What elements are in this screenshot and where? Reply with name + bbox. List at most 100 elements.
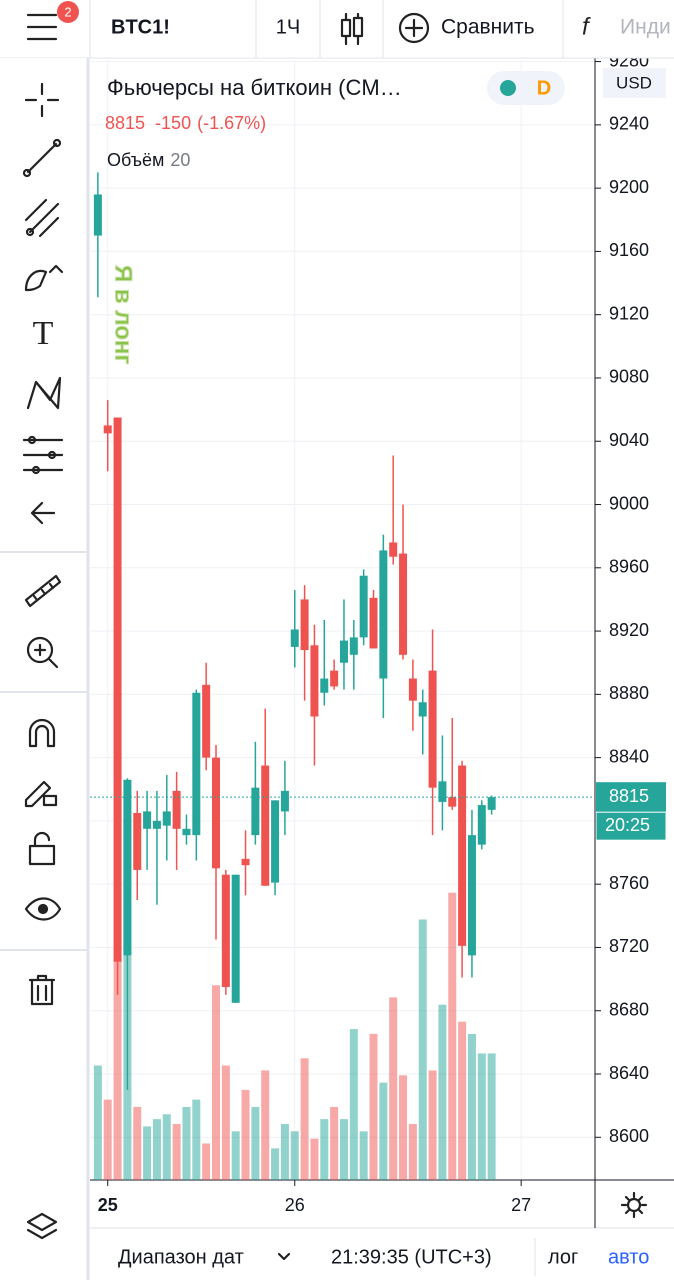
candle-body: [428, 670, 437, 788]
layers-button[interactable]: [26, 1212, 58, 1240]
menu-button[interactable]: [26, 13, 58, 41]
countdown: 20:25: [605, 815, 650, 835]
y-tick-label: 8640: [609, 1063, 649, 1083]
countdown-box: [595, 811, 667, 841]
indicators-icon[interactable]: f: [582, 13, 591, 40]
volume-bar: [202, 1143, 211, 1180]
compare[interactable]: Сравнить: [441, 16, 535, 39]
last-price-box: [596, 782, 666, 813]
candle-body: [467, 835, 476, 956]
price-change: 8815 -150 (-1.67%): [105, 113, 266, 133]
candle-body: [280, 790, 289, 812]
brush-tool[interactable]: [24, 264, 64, 292]
candle-body: [320, 678, 329, 693]
y-tick-label: 8880: [609, 683, 649, 703]
currency: USD: [616, 73, 652, 92]
y-tick-label: 9160: [609, 240, 649, 260]
y-tick-label: 8960: [609, 557, 649, 577]
volume-bar: [251, 1106, 260, 1180]
volume-bar: [192, 1099, 201, 1180]
indicators[interactable]: Инди: [620, 16, 671, 39]
candle-body: [123, 779, 132, 956]
candle-body: [418, 702, 427, 717]
text-tool[interactable]: T: [33, 315, 54, 352]
top-bar: [0, 0, 674, 58]
candle-body: [212, 757, 221, 869]
candle-body: [477, 805, 486, 845]
crosshair-tool[interactable]: [24, 82, 60, 118]
volume-bar: [467, 1033, 476, 1180]
candle-body: [162, 811, 171, 826]
volume-bar: [339, 1119, 348, 1180]
volume-bar: [103, 1099, 112, 1180]
candle-body: [290, 629, 299, 647]
date-range[interactable]: Диапазон дат: [118, 1246, 244, 1268]
y-tick-label: 9240: [609, 114, 649, 134]
candle-body: [379, 550, 388, 679]
clock: 21:39:35 (UTC+3): [331, 1246, 492, 1268]
candle-body: [310, 645, 319, 717]
candle-body: [202, 684, 211, 758]
volume-bar: [458, 1021, 467, 1180]
magnet-tool[interactable]: [28, 718, 56, 748]
candle-body: [172, 790, 181, 829]
compare-icon[interactable]: [398, 12, 430, 44]
back-arrow[interactable]: [30, 501, 56, 525]
status-pill: [487, 71, 565, 105]
symbol[interactable]: BTC1!: [111, 16, 170, 38]
log-toggle[interactable]: лог: [548, 1246, 578, 1268]
candle-body: [389, 542, 398, 557]
volume-bar: [418, 919, 427, 1180]
lock-tool[interactable]: [28, 831, 56, 866]
volume-bar: [310, 1138, 319, 1180]
drawing-toolbar: [0, 58, 88, 1280]
volume-bar: [241, 1089, 250, 1180]
x-tick-label: 26: [285, 1195, 305, 1215]
visibility-tool[interactable]: [24, 897, 62, 921]
trendline-tool[interactable]: [22, 138, 62, 178]
volume-bar: [182, 1106, 191, 1180]
pattern-tool[interactable]: [26, 376, 62, 410]
zoom-tool[interactable]: [26, 636, 59, 669]
candle-body: [339, 640, 348, 663]
candle-body: [448, 797, 457, 807]
volume-bar: [330, 1106, 339, 1180]
volume-bar: [399, 1075, 408, 1180]
volume-bar: [221, 1065, 230, 1180]
volume-bar: [379, 1082, 388, 1180]
volume-bar: [152, 1119, 161, 1180]
delay-badge: D: [537, 77, 551, 99]
candle-body: [113, 417, 122, 962]
candle-body: [359, 575, 368, 638]
candle-body: [271, 800, 280, 883]
x-tick-label: 27: [511, 1195, 531, 1215]
candle-body: [133, 812, 142, 870]
candle-body: [182, 828, 191, 836]
y-tick-label: 8680: [609, 999, 649, 1019]
annotation: Я в лонг: [110, 265, 137, 364]
y-tick-label: 9200: [609, 177, 649, 197]
y-tick-label: 8840: [609, 746, 649, 766]
delete-tool[interactable]: [28, 974, 56, 1006]
ruler-tool[interactable]: [24, 574, 62, 608]
y-tick-label: 9120: [609, 303, 649, 323]
volume-bar: [300, 1058, 309, 1180]
y-tick-label: 9080: [609, 367, 649, 387]
prediction-tool[interactable]: [22, 435, 64, 475]
candle-body: [103, 425, 112, 434]
volume-bar: [231, 1131, 240, 1180]
chart-type-button[interactable]: [340, 12, 364, 46]
volume-bar: [280, 1124, 289, 1180]
volume-legend: Объём 20: [107, 150, 190, 170]
candle-body: [408, 678, 417, 701]
volume-bar: [477, 1053, 486, 1180]
fib-tool[interactable]: [24, 198, 60, 238]
settings-button[interactable]: [620, 1191, 648, 1219]
y-tick-label: 8920: [609, 620, 649, 640]
interval[interactable]: 1Ч: [276, 16, 300, 38]
auto-toggle[interactable]: авто: [608, 1246, 649, 1268]
volume-bar: [172, 1124, 181, 1180]
lock-drawings[interactable]: [24, 780, 58, 808]
volume-bar: [212, 985, 221, 1180]
